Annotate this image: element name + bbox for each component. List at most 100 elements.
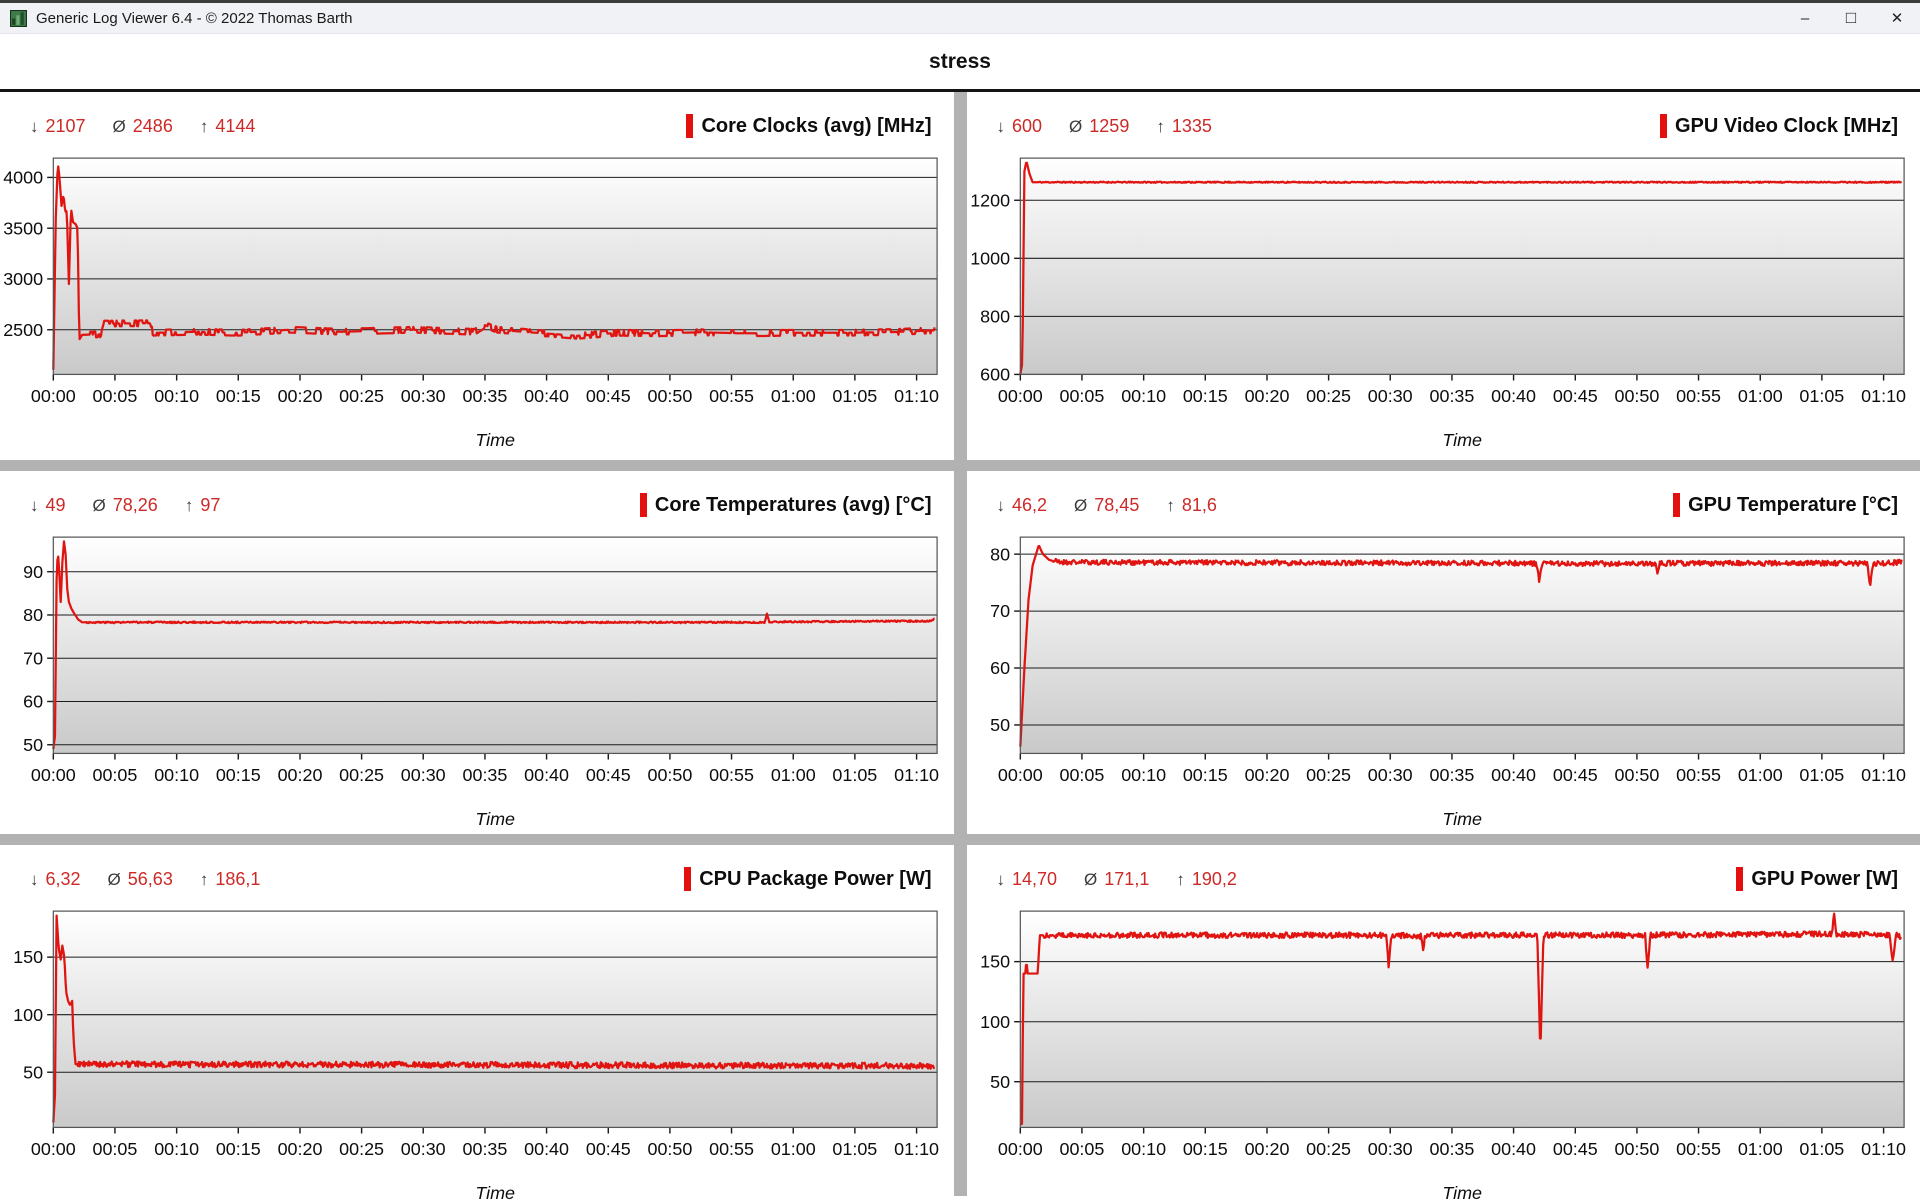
- stat-avg: Ø 171,1: [1084, 869, 1149, 890]
- stat-avg: Ø 2486: [113, 116, 173, 137]
- average-icon: Ø: [112, 116, 126, 136]
- svg-text:00:30: 00:30: [1367, 386, 1412, 406]
- chart-title: Core Clocks (avg) [MHz]: [686, 114, 932, 138]
- svg-text:00:45: 00:45: [586, 765, 631, 785]
- chart-grid: ↓ 2107 Ø 2486 ↑ 4144 Core Clocks (avg) [MHz…: [0, 92, 1920, 1199]
- close-button[interactable]: ✕: [1890, 10, 1904, 27]
- stat-max-value: 186,1: [215, 868, 261, 889]
- stat-avg: Ø 56,63: [108, 869, 173, 890]
- chart-title: Core Temperatures (avg) [°C]: [639, 493, 932, 517]
- chart-canvas-core-clocks[interactable]: 2500 3000 3500 4000 00:00 00:05 00:10 00:15 00:2…: [0, 152, 954, 454]
- svg-text:150: 150: [980, 952, 1010, 972]
- chart-svg[interactable]: 600 800 1000 1200 00:00 00:05 00:10 00:15 00:20 0…: [967, 152, 1920, 454]
- chart-stats: ↓ 46,2 Ø 78,45 ↑ 81,6: [997, 495, 1217, 516]
- chart-canvas-gpu-temperature[interactable]: 50 60 70 80 00:00 00:05 00:10 00:15 00:20 00:25 00…: [967, 531, 1920, 833]
- chart-canvas-core-temperatures[interactable]: 50 60 70 80 90 00:00 00:05 00:10 00:15 00:20 00:25…: [0, 531, 954, 833]
- chart-stats: ↓ 14,70 Ø 171,1 ↑ 190,2: [997, 869, 1237, 890]
- window-top-edge: [0, 0, 1920, 3]
- panel-gpu-video-clock: ↓ 600 Ø 1259 ↑ 1335 GPU Video Clock [MHz] 6…: [966, 92, 1920, 460]
- arrow-up-icon: ↑: [1176, 869, 1185, 889]
- panel-head: ↓ 14,70 Ø 171,1 ↑ 190,2 GPU Power [W]: [967, 845, 1920, 893]
- chart-title-text: Core Temperatures (avg) [°C]: [654, 493, 932, 516]
- svg-text:100: 100: [980, 1012, 1010, 1032]
- chart-svg[interactable]: 2500 3000 3500 4000 00:00 00:05 00:10 00:15 00:2…: [0, 152, 954, 454]
- series-color-marker: [639, 493, 647, 517]
- chart-canvas-gpu-video-clock[interactable]: 600 800 1000 1200 00:00 00:05 00:10 00:15 00:20 0…: [967, 152, 1920, 454]
- maximize-button[interactable]: □: [1845, 8, 1857, 27]
- average-icon: Ø: [1069, 116, 1083, 136]
- stat-max: ↑ 1335: [1156, 116, 1212, 137]
- data-series-line: [1019, 912, 1902, 1126]
- chart-title-text: Core Clocks (avg) [MHz]: [701, 114, 932, 137]
- svg-text:90: 90: [23, 562, 43, 582]
- svg-text:01:00: 01:00: [1737, 386, 1782, 406]
- time-axis-label: Time: [475, 1183, 515, 1199]
- svg-text:00:40: 00:40: [1491, 765, 1536, 785]
- chart-title: CPU Package Power [W]: [684, 867, 932, 891]
- svg-text:50: 50: [23, 1062, 43, 1082]
- chart-svg[interactable]: 50 100 150 00:00 00:05 00:10 00:15 00:20 00:25 00…: [967, 905, 1920, 1199]
- svg-text:00:35: 00:35: [1429, 765, 1474, 785]
- series-color-marker: [1736, 867, 1744, 891]
- svg-text:01:10: 01:10: [1861, 386, 1906, 406]
- svg-text:00:00: 00:00: [31, 1139, 76, 1159]
- svg-text:01:10: 01:10: [894, 765, 939, 785]
- svg-text:00:15: 00:15: [1182, 765, 1227, 785]
- minimize-button[interactable]: –: [1800, 9, 1810, 27]
- chart-title: GPU Video Clock [MHz]: [1660, 114, 1898, 138]
- stat-max-value: 1335: [1171, 115, 1212, 136]
- chart-svg[interactable]: 50 100 150 00:00 00:05 00:10 00:15 00:20 00:25 00…: [0, 905, 954, 1199]
- stat-avg-value: 1259: [1089, 115, 1130, 136]
- arrow-down-icon: ↓: [30, 869, 39, 889]
- stat-min: ↓ 600: [997, 116, 1043, 137]
- panel-core-temperatures: ↓ 49 Ø 78,26 ↑ 97 Core Temperatures (avg) […: [0, 471, 954, 834]
- panel-gpu-power: ↓ 14,70 Ø 171,1 ↑ 190,2 GPU Power [W] 50 100…: [966, 845, 1920, 1199]
- series-color-marker: [684, 867, 692, 891]
- svg-text:2500: 2500: [3, 320, 43, 340]
- chart-svg[interactable]: 50 60 70 80 90 00:00 00:05 00:10 00:15 00:20 00:25…: [0, 531, 954, 833]
- svg-text:01:00: 01:00: [771, 765, 816, 785]
- series-color-marker: [1660, 114, 1667, 138]
- svg-text:00:10: 00:10: [1121, 386, 1166, 406]
- arrow-down-icon: ↓: [30, 495, 39, 515]
- svg-text:01:10: 01:10: [1861, 1139, 1906, 1159]
- stat-max-value: 97: [200, 494, 221, 515]
- svg-text:00:10: 00:10: [1121, 765, 1166, 785]
- svg-text:00:15: 00:15: [1182, 386, 1227, 406]
- stat-min: ↓ 14,70: [997, 869, 1058, 890]
- svg-text:00:35: 00:35: [463, 1139, 508, 1159]
- svg-text:00:25: 00:25: [339, 1139, 384, 1159]
- chart-title: GPU Power [W]: [1736, 867, 1898, 891]
- time-axis-label: Time: [1442, 430, 1482, 450]
- window-titlebar[interactable]: Generic Log Viewer 6.4 - © 2022 Thomas B…: [0, 3, 1920, 34]
- chart-canvas-gpu-power[interactable]: 50 100 150 00:00 00:05 00:10 00:15 00:20 00:25 00…: [967, 905, 1920, 1199]
- svg-text:00:00: 00:00: [997, 1139, 1042, 1159]
- data-series-line: [52, 914, 936, 1123]
- arrow-up-icon: ↑: [199, 869, 209, 889]
- svg-text:00:00: 00:00: [997, 765, 1042, 785]
- svg-text:00:05: 00:05: [93, 386, 138, 406]
- svg-text:01:10: 01:10: [1861, 765, 1906, 785]
- svg-text:00:35: 00:35: [1429, 386, 1474, 406]
- chart-svg[interactable]: 50 60 70 80 00:00 00:05 00:10 00:15 00:20 00:25 00…: [967, 531, 1920, 833]
- svg-text:150: 150: [13, 947, 43, 967]
- svg-text:00:20: 00:20: [278, 765, 323, 785]
- chart-stats: ↓ 2107 Ø 2486 ↑ 4144: [30, 116, 255, 137]
- stat-avg-value: 56,63: [127, 868, 173, 889]
- stat-max: ↑ 186,1: [200, 869, 261, 890]
- chart-canvas-cpu-package-power[interactable]: 50 100 150 00:00 00:05 00:10 00:15 00:20 00:25 00…: [0, 905, 954, 1199]
- svg-text:00:15: 00:15: [1182, 1139, 1227, 1159]
- arrow-down-icon: ↓: [30, 116, 39, 136]
- svg-text:3500: 3500: [3, 218, 43, 238]
- svg-text:00:55: 00:55: [709, 386, 754, 406]
- svg-text:00:05: 00:05: [1059, 386, 1104, 406]
- stat-avg: Ø 1259: [1069, 116, 1129, 137]
- stat-min-value: 14,70: [1012, 868, 1058, 889]
- svg-text:01:00: 01:00: [771, 1139, 816, 1159]
- svg-text:00:50: 00:50: [647, 765, 692, 785]
- svg-text:00:25: 00:25: [339, 386, 384, 406]
- stat-min-value: 600: [1012, 115, 1043, 136]
- arrow-down-icon: ↓: [996, 495, 1006, 515]
- svg-text:4000: 4000: [3, 168, 43, 188]
- svg-text:00:10: 00:10: [154, 1139, 199, 1159]
